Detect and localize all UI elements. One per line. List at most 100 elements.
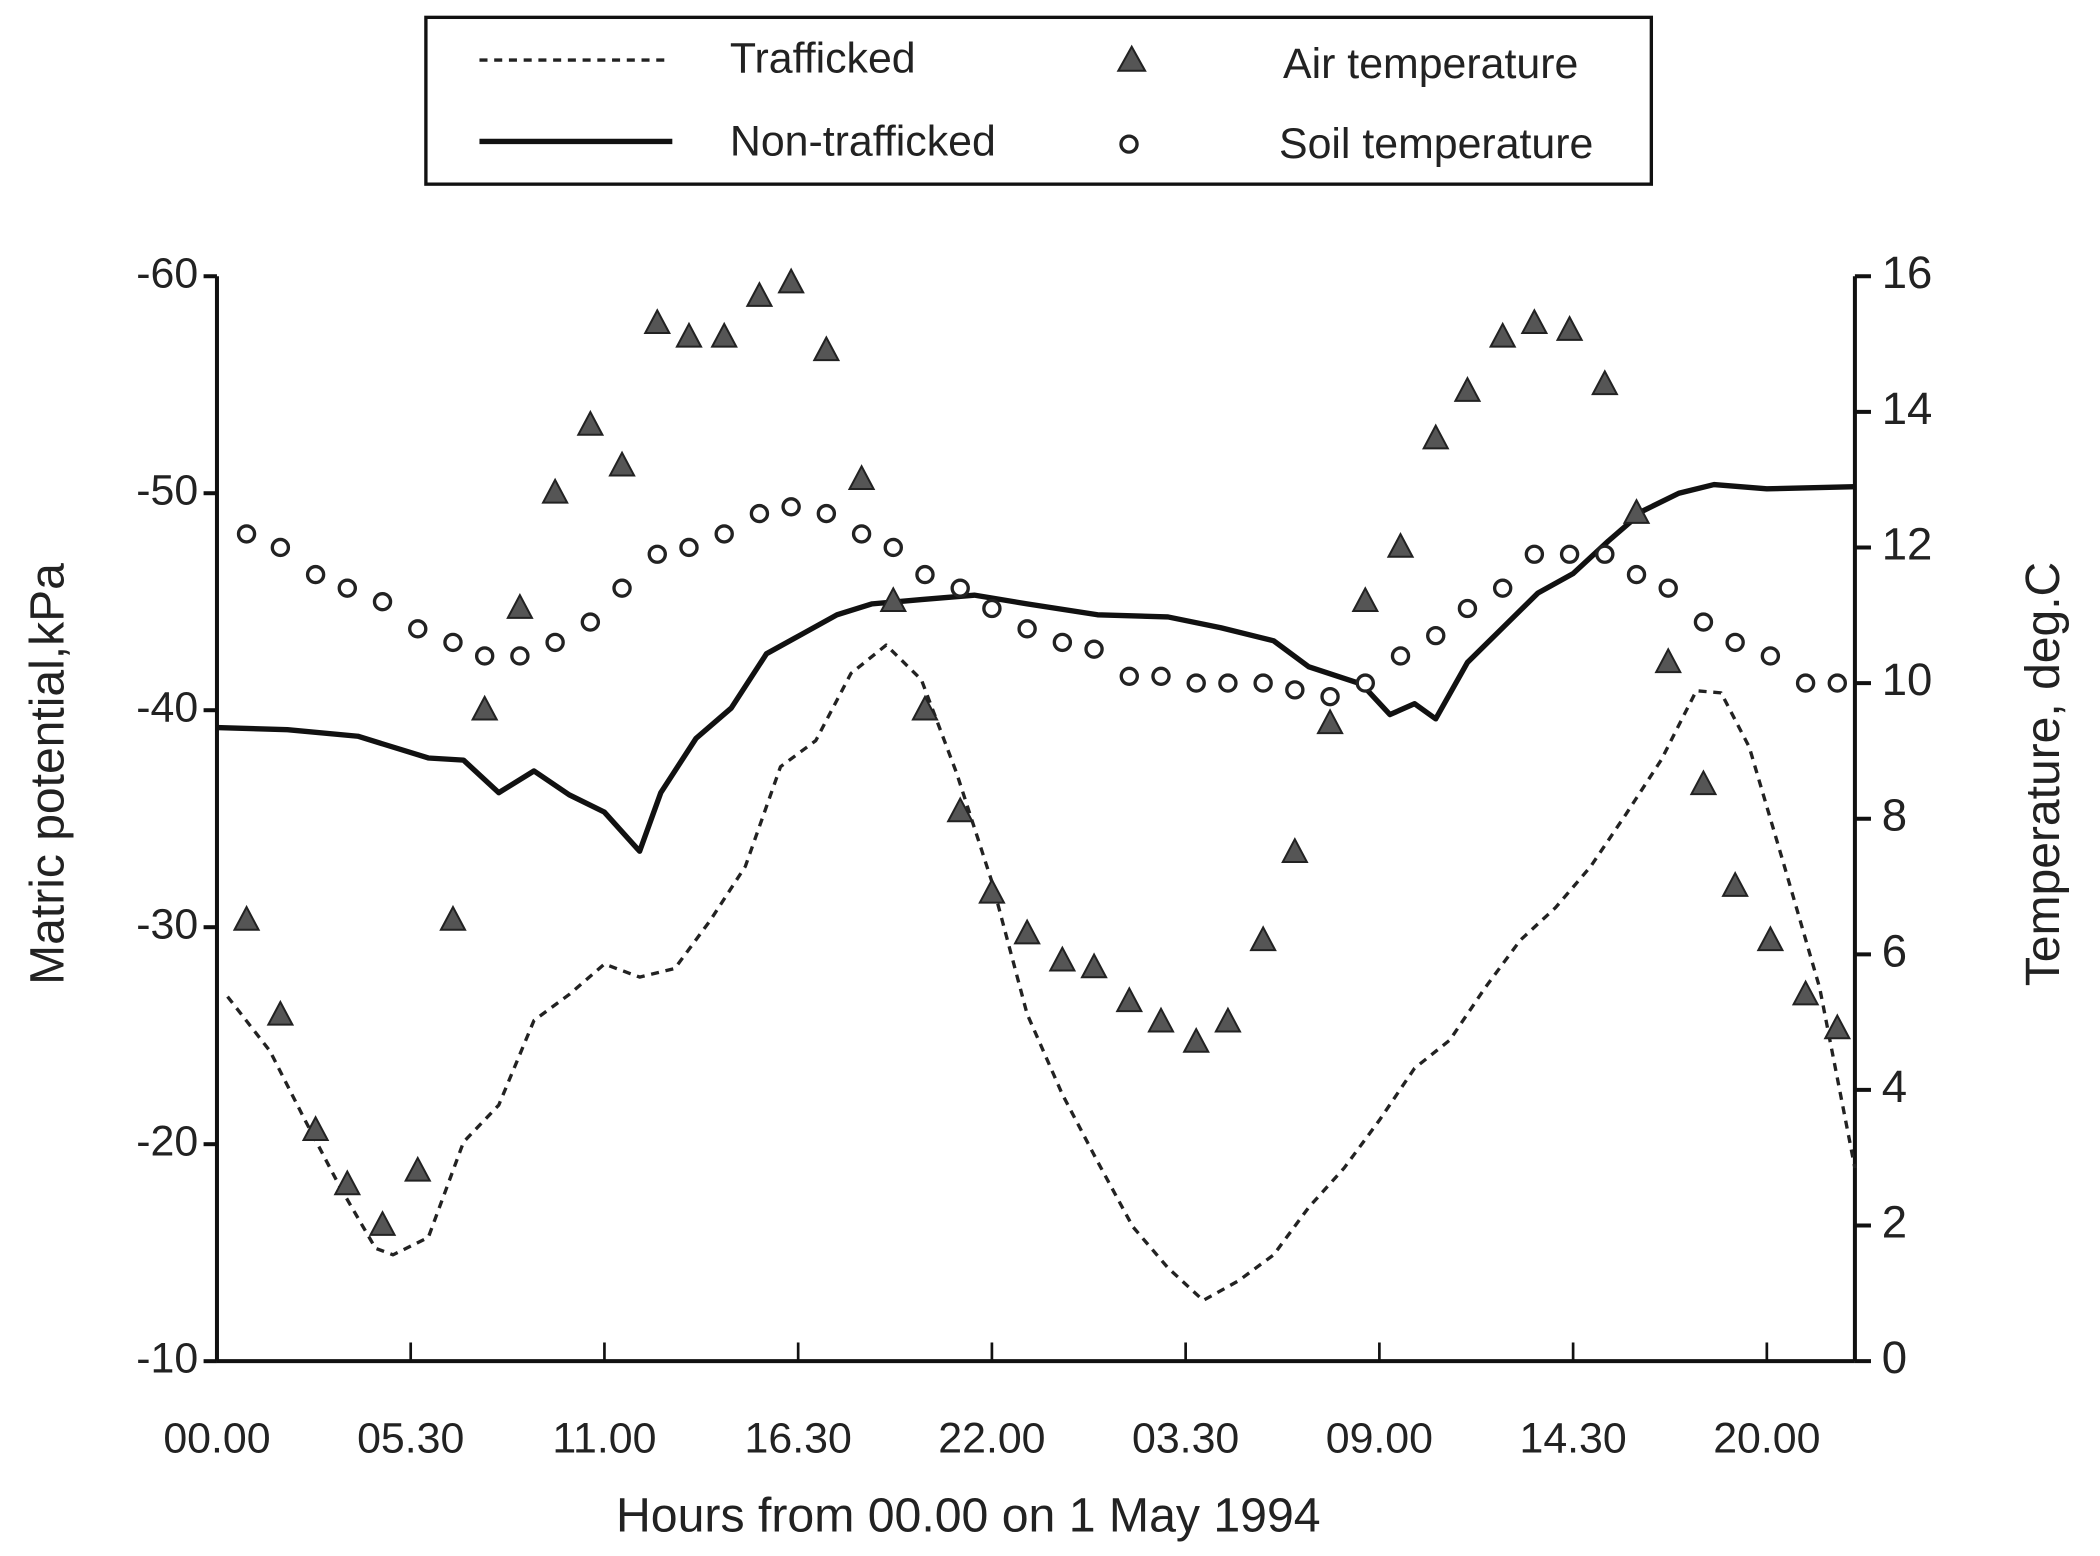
y2-tick-label: 2	[1882, 1197, 1907, 1248]
air-temp-point	[1622, 498, 1651, 524]
soil-temp-point	[1693, 612, 1714, 632]
soil-temp-point	[408, 619, 428, 639]
air-temp-point	[1488, 321, 1517, 348]
air-temp-point	[1351, 586, 1380, 613]
air-temp-point	[608, 450, 636, 477]
air-temp-point	[1591, 369, 1619, 396]
legend-label: Trafficked	[730, 35, 916, 83]
soil-temp-point	[714, 524, 734, 544]
air-temp-point	[1654, 647, 1682, 674]
soil-temp-point	[1151, 666, 1171, 686]
y2-tick-label: 10	[1882, 654, 1933, 705]
x-tick-label: 20.00	[1713, 1415, 1820, 1463]
soil-temp-point	[580, 612, 601, 632]
air-temp-point	[745, 281, 774, 307]
legend-box	[424, 15, 1654, 186]
air-temp-point	[1823, 1013, 1852, 1040]
air-temp-point	[404, 1155, 432, 1182]
soil-temp-point	[1426, 625, 1446, 646]
soil-temp-point	[443, 632, 463, 653]
soil-temp-point	[510, 646, 530, 666]
legend-swatch	[1116, 44, 1147, 72]
air-temp-point	[1422, 423, 1450, 450]
air-temp-point	[1013, 918, 1041, 945]
air-temp-point	[541, 477, 569, 504]
air-temp-point	[1249, 925, 1277, 952]
soil-temp-point	[749, 503, 770, 524]
y2-tick-label: 12	[1882, 519, 1933, 570]
soil-temp-point	[1725, 632, 1745, 653]
soil-temp-point	[1355, 673, 1375, 693]
soil-temp-point	[337, 578, 358, 598]
soil-temp-point	[679, 537, 699, 558]
y-tick-label: -10	[136, 1335, 198, 1383]
x-tick-label: 22.00	[938, 1415, 1045, 1463]
y2-tick-label: 6	[1882, 925, 1907, 976]
soil-temp-point	[1457, 598, 1478, 619]
y-tick-label: -20	[136, 1118, 198, 1166]
air-temp-point	[1721, 871, 1749, 897]
air-temp-point	[847, 464, 876, 491]
soil-temp-point	[851, 524, 872, 544]
air-temp-point	[946, 796, 974, 823]
air-temp-point	[911, 694, 939, 721]
air-temp-point	[777, 267, 805, 294]
y-tick-label: -30	[136, 901, 198, 949]
x-tick-label: 16.30	[745, 1415, 852, 1463]
y2-tick-label: 14	[1882, 383, 1933, 434]
soil-temp-point	[372, 592, 393, 612]
series-line	[226, 643, 1857, 1303]
y2-tick-label: 4	[1882, 1061, 1907, 1112]
air-temp-point	[643, 308, 671, 335]
y-axis-title: Matric potential,kPa	[21, 563, 75, 985]
air-temp-point	[506, 593, 534, 619]
soil-temp-point	[982, 598, 1002, 619]
y2-tick-label: 0	[1882, 1332, 1907, 1383]
soil-temp-point	[1827, 673, 1848, 693]
x-tick-label: 05.30	[357, 1415, 464, 1463]
air-temp-point	[470, 694, 499, 721]
legend-label: Soil temperature	[1279, 120, 1593, 168]
air-temp-point	[1214, 1006, 1242, 1033]
air-temp-point	[368, 1210, 397, 1236]
soil-temp-point	[474, 646, 495, 666]
soil-temp-point	[950, 578, 970, 598]
y2-tick-label: 8	[1882, 790, 1907, 841]
air-temp-point	[1316, 708, 1344, 735]
air-temp-point	[232, 904, 261, 931]
air-temp-point	[439, 904, 467, 931]
soil-temp-point	[1559, 544, 1580, 564]
air-temp-point	[1115, 986, 1144, 1013]
soil-temp-point	[1218, 673, 1238, 693]
air-temp-point	[1555, 314, 1584, 341]
y-tick-label: -50	[136, 467, 198, 515]
soil-temp-point	[1595, 544, 1615, 564]
soil-temp-point	[545, 632, 565, 653]
soil-temp-point	[1285, 680, 1305, 700]
air-temp-point	[1520, 308, 1549, 335]
x-tick-label: 11.00	[552, 1415, 656, 1463]
soil-temp-point	[1320, 686, 1340, 707]
air-temp-point	[1386, 531, 1415, 558]
soil-temp-point	[1658, 578, 1678, 598]
x-tick-label: 00.00	[163, 1415, 270, 1463]
x-tick-label: 03.30	[1132, 1415, 1239, 1463]
soil-temp-point	[647, 544, 667, 564]
air-temp-point	[1689, 769, 1718, 796]
legend-label: Air temperature	[1283, 40, 1578, 88]
air-temp-point	[812, 335, 841, 362]
y2-axis-title: Temperature, deg.C	[2016, 562, 2070, 986]
soil-temp-point	[1626, 564, 1647, 585]
air-temp-point	[710, 321, 738, 348]
air-temp-point	[301, 1115, 330, 1141]
soil-temp-point	[1052, 632, 1073, 653]
soil-temp-point	[915, 564, 935, 585]
air-temp-point	[1791, 979, 1820, 1006]
soil-temp-point	[270, 537, 291, 558]
legend-label: Non-trafficked	[730, 117, 996, 165]
air-temp-point	[576, 409, 605, 436]
y-tick-label: -60	[136, 250, 198, 298]
air-temp-point	[1756, 925, 1785, 952]
y2-tick-label: 16	[1882, 247, 1933, 298]
